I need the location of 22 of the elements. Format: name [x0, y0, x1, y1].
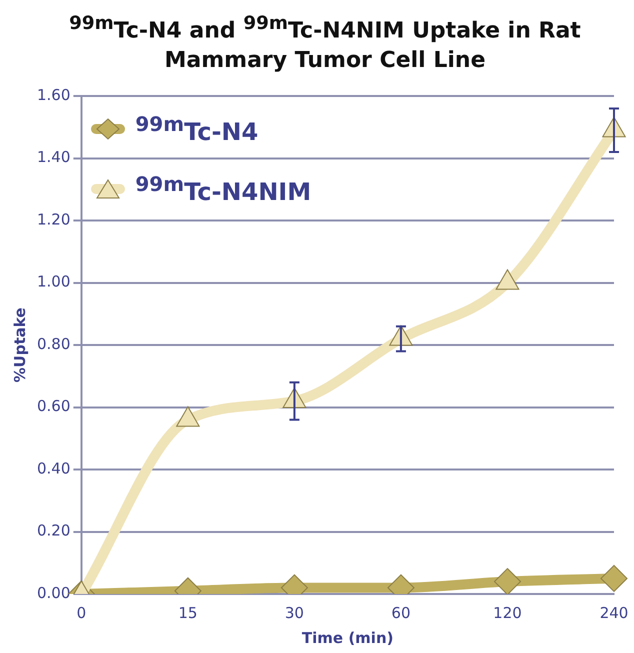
point — [176, 406, 200, 426]
legend-label: $^{99m}$Tc-N4 — [135, 112, 258, 146]
y-tick-label: 0.60 — [36, 396, 70, 415]
y-axis-title: %Uptake — [10, 307, 29, 382]
y-tick-label: 0.40 — [36, 459, 70, 478]
x-tick-label: 0 — [76, 604, 86, 622]
y-tick-label: 0.00 — [36, 584, 70, 602]
y-tick-label: 0.80 — [36, 334, 70, 353]
y-tick-label: 1.00 — [36, 272, 70, 290]
x-tick-label: 30 — [284, 604, 304, 622]
x-tick-label: 60 — [391, 604, 411, 622]
x-axis-title: Time (min) — [302, 628, 394, 647]
x-tick-label: 240 — [600, 604, 628, 622]
y-tick-label: 1.40 — [36, 148, 70, 166]
x-tick-label: 120 — [493, 604, 522, 622]
y-tick-label: 1.20 — [36, 210, 70, 228]
y-tick-label: 0.20 — [36, 521, 70, 540]
legend-label: $^{99m}$Tc-N4NIM — [135, 172, 312, 206]
chart-title: $^{99m}$Tc-N4 and $^{99m}$Tc-N4NIM Uptake in Rat Mammary Tumor Cell Line — [68, 12, 582, 76]
point — [496, 268, 520, 290]
y-tick-label: 1.60 — [36, 86, 70, 104]
x-tick-label: 15 — [178, 604, 198, 622]
